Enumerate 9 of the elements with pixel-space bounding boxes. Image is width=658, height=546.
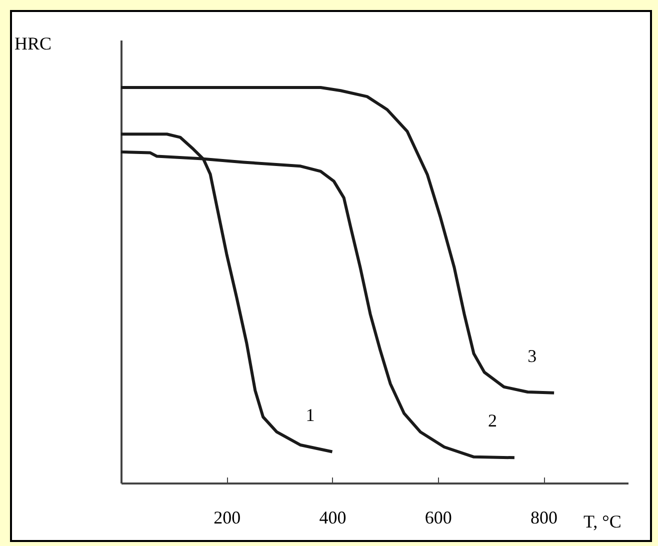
x-tick-label: 400 [319,508,346,528]
x-tick-label: 800 [530,508,558,528]
x-tick-label: 200 [214,508,241,528]
x-axis-title: T, °C [584,512,622,532]
series-label: 2 [488,410,497,431]
x-tick-label: 600 [424,508,452,528]
series-label: 3 [528,346,537,366]
series-label: 1 [306,404,315,425]
y-axis-title: HRC [14,34,52,54]
